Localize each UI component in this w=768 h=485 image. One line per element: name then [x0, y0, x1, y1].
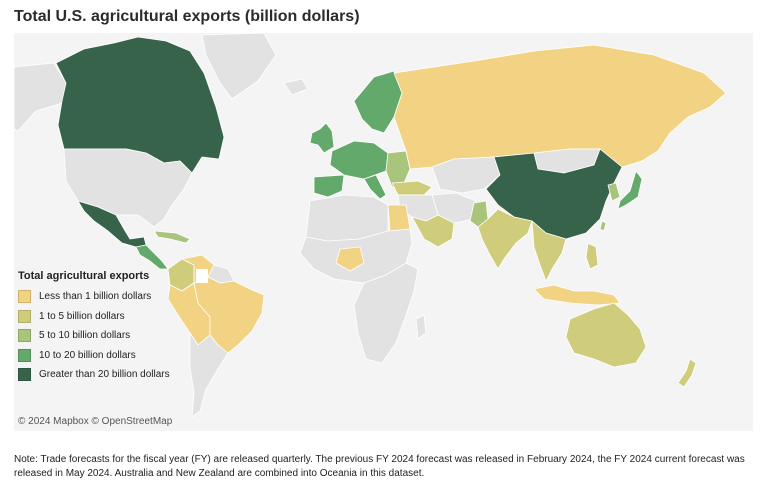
region-uk-ireland[interactable]: [309, 122, 335, 154]
legend-swatch: [18, 368, 31, 382]
region-nigeria[interactable]: [335, 246, 365, 272]
legend-item-greater-than-20: Greater than 20 billion dollars: [18, 365, 170, 385]
legend-label: 1 to 5 billion dollars: [39, 310, 125, 322]
region-italy[interactable]: [363, 174, 387, 200]
region-korea[interactable]: [607, 182, 621, 202]
legend-item-less-than-1: Less than 1 billion dollars: [18, 287, 170, 307]
region-southern-cone[interactable]: [189, 332, 229, 418]
legend-label: Greater than 20 billion dollars: [39, 369, 170, 381]
legend-item-10-to-20: 10 to 20 billion dollars: [18, 346, 170, 366]
region-china[interactable]: [485, 148, 623, 240]
legend-item-1-to-5: 1 to 5 billion dollars: [18, 307, 170, 327]
legend-swatch: [18, 309, 31, 323]
map-attribution[interactable]: © 2024 Mapbox © OpenStreetMap: [18, 416, 173, 427]
legend-swatch: [18, 329, 31, 343]
legend-label: 10 to 20 billion dollars: [39, 349, 136, 361]
region-turkey[interactable]: [391, 180, 433, 196]
region-brazil[interactable]: [193, 276, 265, 354]
region-greenland[interactable]: [201, 33, 277, 100]
legend-swatch: [18, 348, 31, 362]
region-alaska[interactable]: [14, 62, 67, 132]
region-india[interactable]: [477, 208, 533, 270]
region-indonesia[interactable]: [533, 284, 621, 306]
map-legend: Total agricultural exports Less than 1 b…: [18, 270, 170, 385]
region-new-zealand[interactable]: [677, 358, 697, 388]
region-saudi-arabia[interactable]: [411, 214, 455, 248]
region-east-southern-africa[interactable]: [353, 262, 419, 364]
region-taiwan[interactable]: [599, 220, 607, 232]
legend-label: 5 to 10 billion dollars: [39, 330, 131, 342]
region-philippines[interactable]: [585, 242, 599, 270]
region-madagascar[interactable]: [415, 314, 427, 340]
legend-label: Less than 1 billion dollars: [39, 291, 152, 303]
region-southeast-asia[interactable]: [531, 220, 567, 282]
map-highlight-marker: [196, 269, 208, 283]
region-russia[interactable]: [393, 44, 727, 170]
world-map[interactable]: [14, 33, 753, 431]
legend-title: Total agricultural exports: [18, 270, 150, 282]
region-caribbean[interactable]: [153, 230, 191, 244]
chart-title: Total U.S. agricultural exports (billion…: [14, 8, 360, 25]
legend-item-5-to-10: 5 to 10 billion dollars: [18, 326, 170, 346]
region-egypt[interactable]: [387, 204, 411, 232]
region-central-asia[interactable]: [431, 156, 501, 194]
map-canvas: [14, 33, 753, 431]
region-canada[interactable]: [55, 36, 225, 174]
region-iberia[interactable]: [313, 174, 345, 198]
legend-swatch: [18, 290, 31, 304]
region-japan[interactable]: [617, 170, 643, 210]
footnote: Note: Trade forecasts for the fiscal yea…: [14, 454, 745, 479]
region-iceland[interactable]: [283, 78, 309, 96]
region-australia[interactable]: [565, 302, 647, 368]
